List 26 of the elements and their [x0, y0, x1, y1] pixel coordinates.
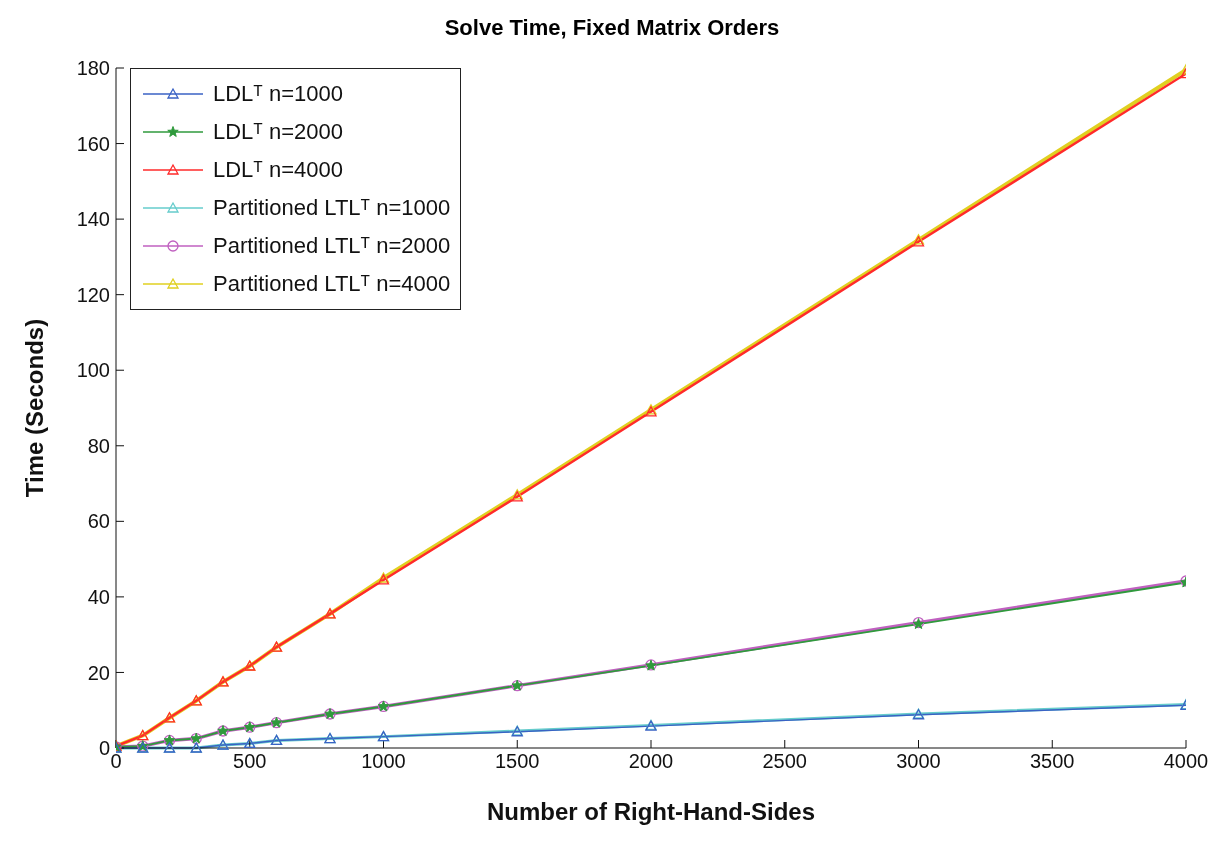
chart-title: Solve Time, Fixed Matrix Orders — [443, 14, 781, 42]
x-tick-label: 2000 — [628, 750, 674, 773]
y-tick-label: 100 — [76, 359, 110, 382]
legend-label: Partitioned LTLᵀ n=1000 — [213, 195, 451, 221]
x-tick-label: 500 — [233, 750, 267, 773]
x-tick-label: 1500 — [495, 750, 540, 773]
x-tick-label: 4000 — [1163, 750, 1209, 773]
legend-label: LDLᵀ n=4000 — [213, 157, 344, 183]
y-tick-label: 140 — [76, 208, 110, 231]
legend-label: LDLᵀ n=1000 — [213, 81, 344, 107]
y-tick-label: 160 — [76, 132, 110, 155]
y-tick-label: 80 — [87, 434, 110, 457]
y-tick-label: 180 — [76, 57, 110, 80]
x-tick-label: 3500 — [1030, 750, 1075, 773]
y-axis-title: Time (Seconds) — [20, 318, 48, 498]
y-tick-label: 120 — [76, 283, 110, 306]
x-tick-label: 2500 — [762, 750, 807, 773]
legend-label: Partitioned LTLᵀ n=2000 — [213, 233, 451, 259]
y-tick-label: 40 — [87, 585, 110, 608]
x-axis-title: Number of Right-Hand-Sides — [487, 798, 815, 825]
y-tick-label: 20 — [87, 661, 110, 684]
x-tick-label: 1000 — [361, 750, 406, 773]
legend-label: LDLᵀ n=2000 — [213, 119, 344, 145]
x-tick-label: 3000 — [896, 750, 941, 773]
y-tick-label: 60 — [87, 510, 110, 533]
legend-label: Partitioned LTLᵀ n=4000 — [213, 271, 451, 297]
